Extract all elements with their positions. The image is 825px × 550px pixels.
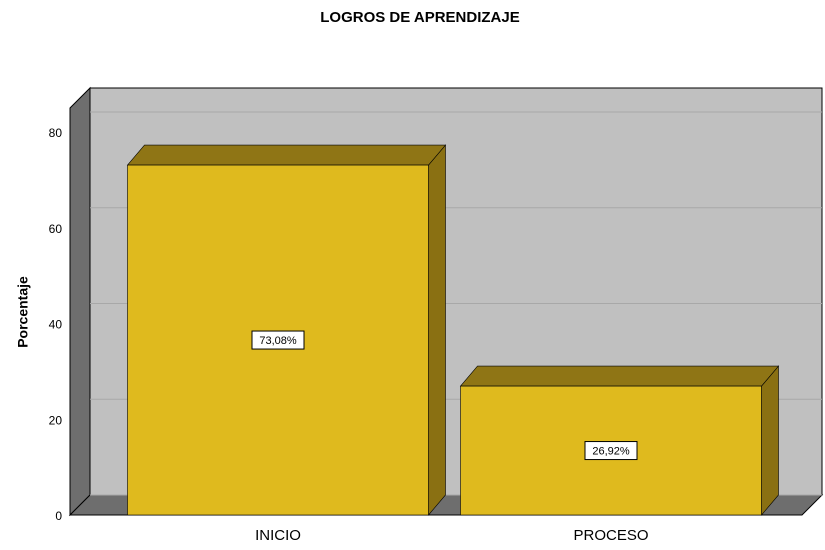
y-tick-label: 0 bbox=[55, 509, 62, 523]
bar-group: 26,92% bbox=[459, 365, 780, 516]
value-label: 26,92% bbox=[592, 445, 630, 457]
y-tick-label: 80 bbox=[49, 126, 63, 140]
bar-side bbox=[761, 365, 779, 516]
y-tick-label: 40 bbox=[49, 318, 63, 332]
bar-group: 73,08% bbox=[126, 144, 447, 516]
y-tick-label: 60 bbox=[49, 222, 63, 236]
bar-top bbox=[126, 144, 447, 166]
x-tick-label: INICIO bbox=[255, 527, 301, 544]
y-tick-label: 20 bbox=[49, 413, 63, 427]
bar-side bbox=[428, 144, 446, 516]
value-label-box bbox=[251, 330, 305, 350]
side-wall bbox=[69, 86, 91, 517]
value-label-box bbox=[584, 441, 638, 461]
value-label: 73,08% bbox=[259, 335, 297, 347]
x-tick-label: PROCESO bbox=[573, 527, 648, 544]
bar-top bbox=[459, 365, 780, 387]
chart-title: LOGROS DE APRENDIZAJE bbox=[320, 9, 519, 26]
y-axis-label: Porcentaje bbox=[15, 276, 31, 348]
